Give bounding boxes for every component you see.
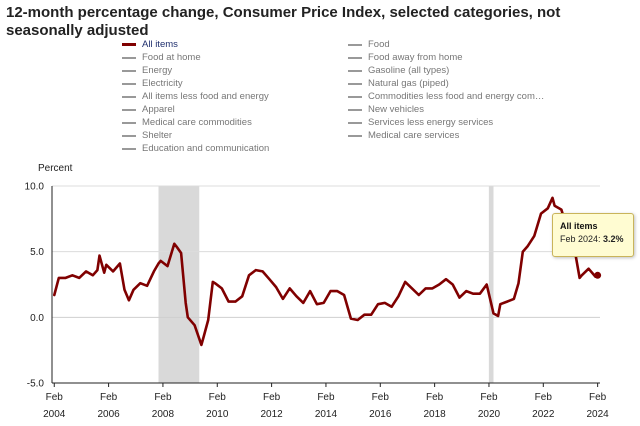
series-line-all-items xyxy=(52,196,599,347)
x-tick-year: 2010 xyxy=(206,409,229,420)
legend-item[interactable]: Medical care services xyxy=(348,129,574,142)
legend-label: Natural gas (piped) xyxy=(368,78,449,89)
legend-item[interactable]: Energy xyxy=(122,64,348,77)
legend-swatch xyxy=(348,69,362,72)
x-tick-year: 2006 xyxy=(97,409,120,420)
legend-item[interactable]: Education and communication xyxy=(122,142,348,155)
x-tick-year: 2014 xyxy=(315,409,338,420)
legend-label: Gasoline (all types) xyxy=(368,65,450,76)
tooltip-label: Feb 2024: xyxy=(560,234,601,244)
y-tick-label: 5.0 xyxy=(30,247,44,258)
x-tick-year: 2012 xyxy=(260,409,283,420)
legend-swatch xyxy=(122,134,136,137)
legend-swatch xyxy=(122,108,136,111)
legend-label: Services less energy services xyxy=(368,117,494,128)
x-tick-month: Feb xyxy=(317,392,335,403)
x-tick-year: 2016 xyxy=(369,409,392,420)
legend-item[interactable]: Electricity xyxy=(122,77,348,90)
x-tick-month: Feb xyxy=(100,392,118,403)
legend-item[interactable]: All items less food and energy xyxy=(122,90,348,103)
chart-title: 12-month percentage change, Consumer Pri… xyxy=(6,4,561,39)
x-tick-month: Feb xyxy=(480,392,498,403)
series-last-point xyxy=(594,271,602,279)
legend-label: Commodities less food and energy com… xyxy=(368,91,545,102)
legend-label: Food at home xyxy=(142,52,201,63)
y-axis-label: Percent xyxy=(38,163,73,174)
x-tick-year: 2018 xyxy=(423,409,446,420)
legend-item[interactable]: Medical care commodities xyxy=(122,116,348,129)
legend-item[interactable]: Commodities less food and energy com… xyxy=(348,90,574,103)
legend-label: All items less food and energy xyxy=(142,91,269,102)
x-tick-year: 2024 xyxy=(587,409,610,420)
tooltip: All items Feb 2024: 3.2% xyxy=(552,213,634,257)
x-tick-year: 2008 xyxy=(152,409,175,420)
recession-band xyxy=(158,186,200,383)
legend-label: Electricity xyxy=(142,78,183,89)
legend-swatch xyxy=(122,95,136,98)
legend-label: Apparel xyxy=(142,104,175,115)
legend-swatch xyxy=(122,69,136,72)
legend-swatch xyxy=(348,95,362,98)
legend-swatch xyxy=(348,108,362,111)
y-tick-label: 0.0 xyxy=(30,313,44,324)
legend-item[interactable]: Natural gas (piped) xyxy=(348,77,574,90)
recession-band xyxy=(488,186,494,383)
legend-label: Shelter xyxy=(142,130,173,141)
legend-swatch xyxy=(122,43,136,46)
legend-swatch xyxy=(348,82,362,85)
tooltip-title: All items xyxy=(560,221,598,231)
legend-swatch xyxy=(122,121,136,124)
legend-label: Education and communication xyxy=(142,143,270,154)
legend-label: Food away from home xyxy=(368,52,463,63)
x-tick-year: 2020 xyxy=(478,409,501,420)
x-tick-month: Feb xyxy=(535,392,553,403)
legend: All items Food Food at home Food away from … xyxy=(122,38,622,155)
legend-swatch xyxy=(348,56,362,59)
legend-label: New vehicles xyxy=(368,104,424,115)
legend-item[interactable]: Apparel xyxy=(122,103,348,116)
x-tick-year: 2022 xyxy=(532,409,555,420)
legend-swatch xyxy=(122,147,136,150)
legend-swatch xyxy=(348,134,362,137)
x-tick-month: Feb xyxy=(154,392,172,403)
legend-swatch xyxy=(348,121,362,124)
legend-item[interactable]: Shelter xyxy=(122,129,348,142)
x-tick-month: Feb xyxy=(263,392,281,403)
legend-label: Medical care commodities xyxy=(142,117,252,128)
x-tick-month: Feb xyxy=(372,392,390,403)
x-tick-month: Feb xyxy=(46,392,64,403)
legend-item[interactable]: Gasoline (all types) xyxy=(348,64,574,77)
legend-item[interactable]: Services less energy services xyxy=(348,116,574,129)
legend-item[interactable]: All items xyxy=(122,38,348,51)
legend-item[interactable]: New vehicles xyxy=(348,103,574,116)
legend-item[interactable]: Food xyxy=(348,38,574,51)
legend-item[interactable]: Food away from home xyxy=(348,51,574,64)
legend-item[interactable]: Food at home xyxy=(122,51,348,64)
y-tick-label: 10.0 xyxy=(25,182,45,193)
legend-label: Food xyxy=(368,39,390,50)
legend-label: Energy xyxy=(142,65,173,76)
y-tick-label: -5.0 xyxy=(27,379,45,390)
legend-swatch xyxy=(122,56,136,59)
x-tick-month: Feb xyxy=(589,392,607,403)
legend-label: Medical care services xyxy=(368,130,460,141)
legend-label: All items xyxy=(142,39,178,50)
legend-swatch xyxy=(122,82,136,85)
x-tick-month: Feb xyxy=(426,392,444,403)
tooltip-value: 3.2% xyxy=(603,234,624,244)
x-tick-year: 2004 xyxy=(43,409,66,420)
legend-swatch xyxy=(348,43,362,46)
x-tick-month: Feb xyxy=(209,392,227,403)
